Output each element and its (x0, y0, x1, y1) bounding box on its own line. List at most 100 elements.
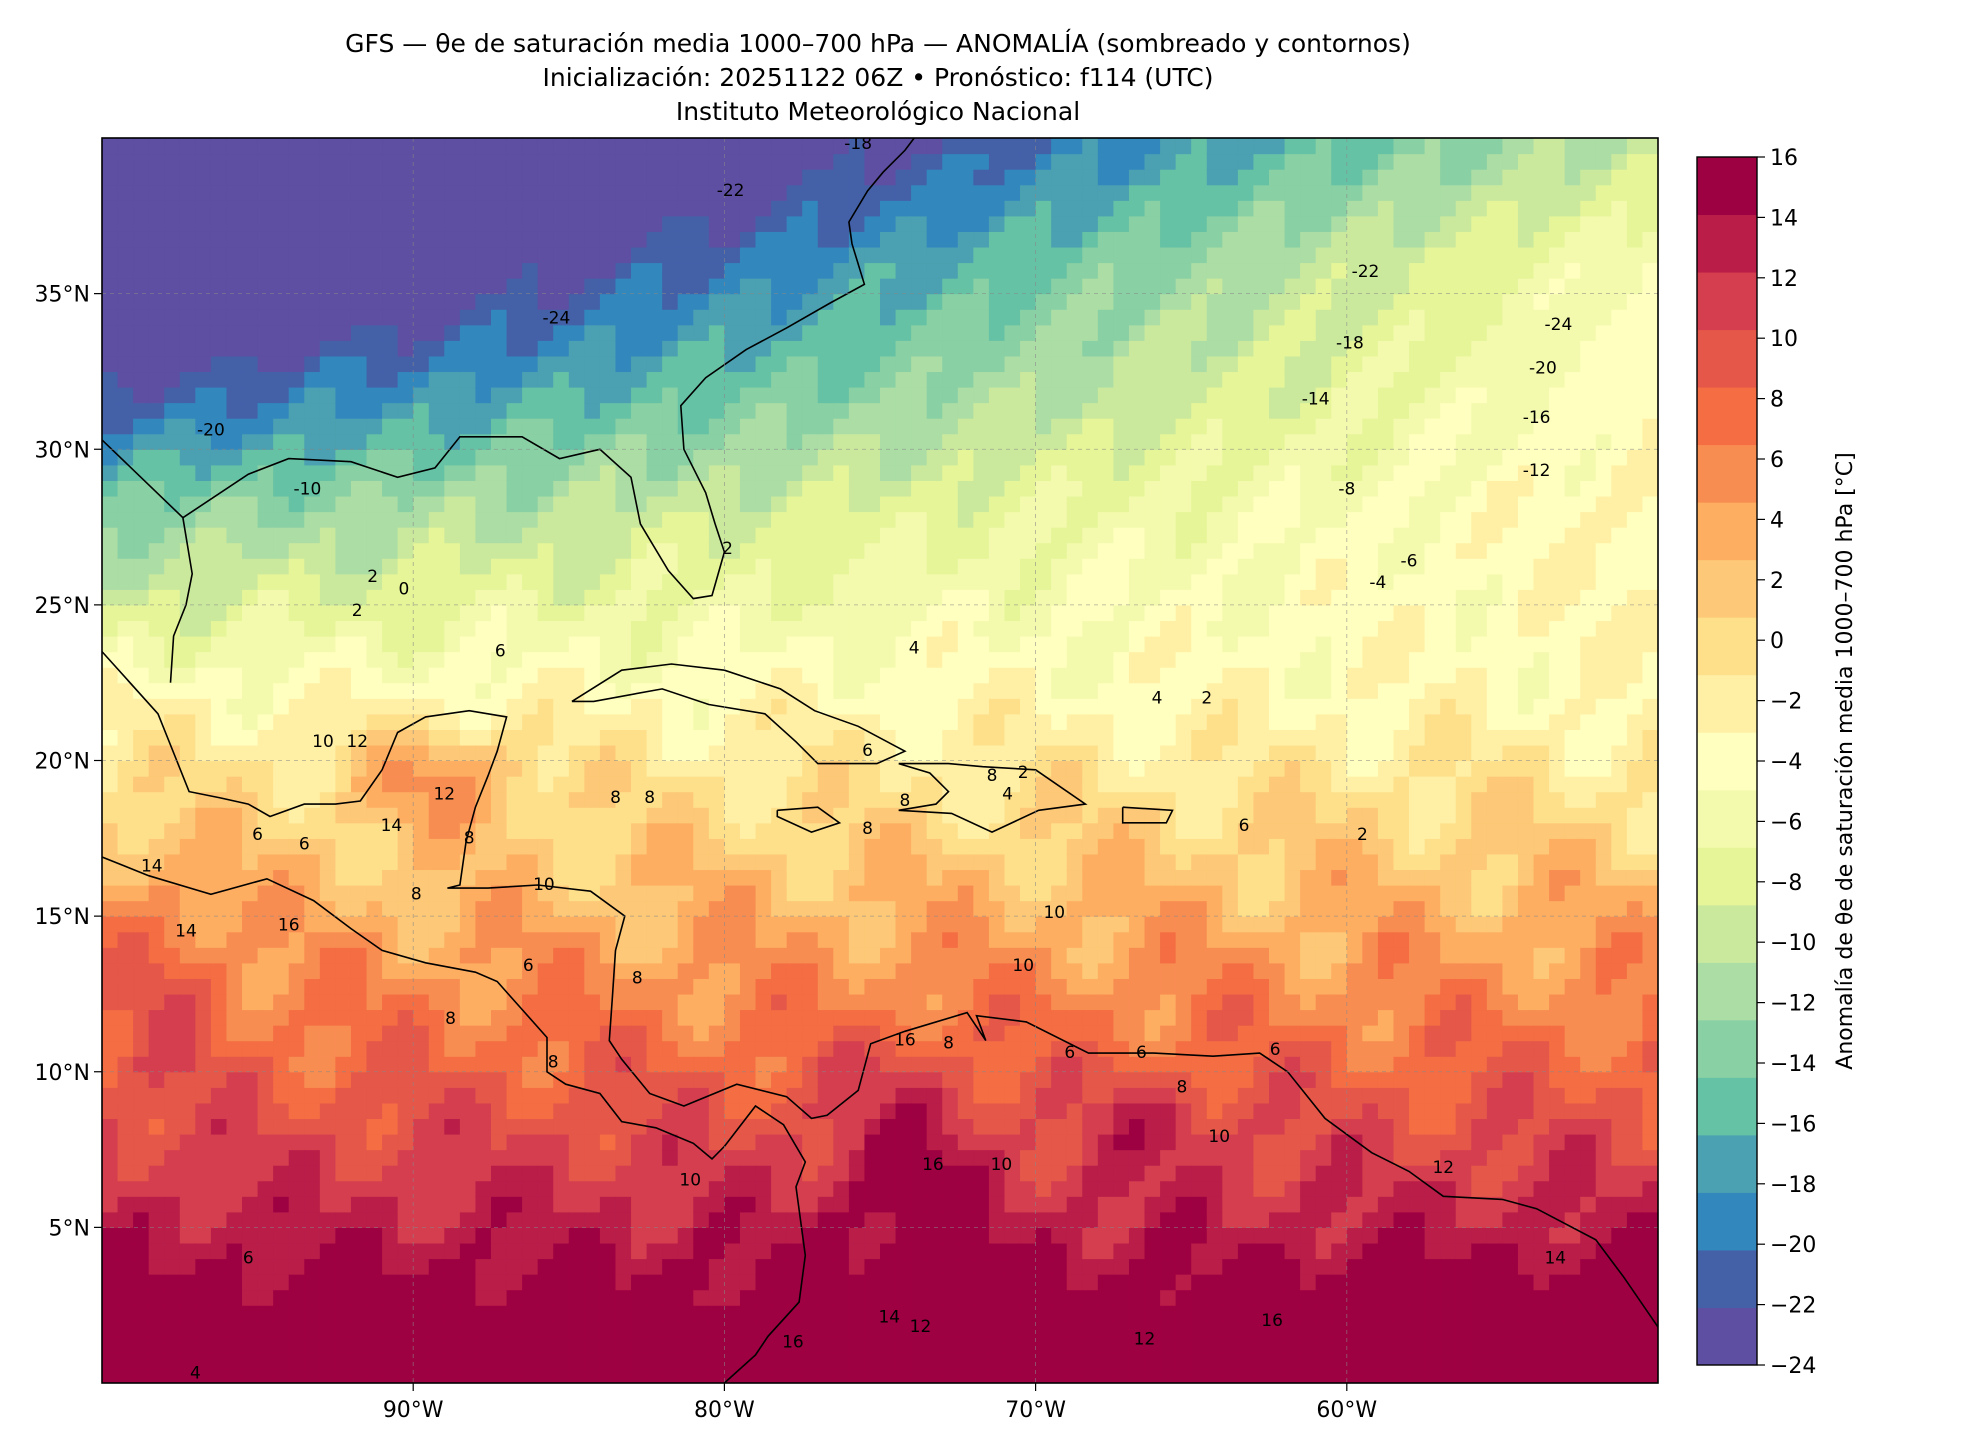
map-gridlines (102, 138, 1658, 1383)
anomaly-map (102, 138, 1658, 1383)
contour-label: 12 (433, 785, 455, 805)
contour-label: 14 (175, 922, 197, 942)
contour-label: -12 (1523, 461, 1551, 481)
contour-label: 6 (243, 1249, 254, 1269)
contour-labels: -18 -22 -24 -22 -24 -18 -20 -14 -16 -12 -8 -6 -4 -20 -… (141, 134, 1573, 1384)
map-axis-ticks: 90°W 80°W 70°W 60°W35°N30°N25°N20°N15°N10°N… (35, 283, 1378, 1423)
contour-label: 8 (943, 1034, 954, 1054)
colorbar-tick-label: −4 (1770, 750, 1802, 775)
contour-label: 10 (991, 1155, 1013, 1175)
contour-label: 8 (644, 788, 655, 808)
colorbar-tick-label: −16 (1770, 1112, 1816, 1137)
contour-label: 6 (862, 741, 873, 761)
colorbar-tick-label: −14 (1770, 1052, 1816, 1077)
colorbar-segment (1697, 962, 1757, 1021)
colorbar-label: Anomalía de θe de saturación media 1000–… (1833, 452, 1858, 1069)
contour-label: 2 (352, 601, 363, 621)
lat-tick-label: 20°N (35, 750, 90, 775)
contour-label: 10 (533, 875, 555, 895)
lon-tick-label: 70°W (1005, 1398, 1066, 1423)
colorbar-tick-label: −20 (1770, 1233, 1816, 1258)
contour-label: 8 (1176, 1077, 1187, 1097)
title-line-2: Inicialización: 20251122 06Z • Pronóstic… (542, 63, 1214, 92)
lat-tick-label: 25°N (35, 594, 90, 619)
contour-label: 4 (1152, 688, 1163, 708)
contour-label: 12 (910, 1317, 932, 1337)
contour-label: 6 (495, 642, 506, 662)
contour-label: 16 (1261, 1311, 1283, 1331)
contour-label: 2 (722, 539, 733, 559)
colorbar-tick-label: 4 (1770, 508, 1784, 533)
contour-label: 16 (922, 1155, 944, 1175)
contour-label: -22 (1352, 262, 1380, 282)
contour-label: 14 (1544, 1249, 1566, 1269)
contour-label: 16 (782, 1333, 804, 1353)
contour-label: 16 (278, 916, 300, 936)
colorbar-segment (1697, 329, 1757, 388)
contour-label: 4 (1002, 785, 1013, 805)
lat-tick-label: 30°N (35, 438, 90, 463)
colorbar-segment (1697, 1134, 1757, 1193)
colorbar-tick-label: −6 (1770, 810, 1802, 835)
contour-label: 8 (548, 1052, 559, 1072)
contour-label: 2 (1201, 688, 1212, 708)
contour-label: 8 (899, 791, 910, 811)
contour-label: -6 (1401, 551, 1418, 571)
colorbar-segment (1697, 1077, 1757, 1136)
contour-label: 4 (190, 1364, 201, 1384)
contour-label: -4 (1369, 573, 1386, 593)
contour-label: 6 (1064, 1043, 1075, 1063)
colorbar-tick-label: 6 (1770, 448, 1784, 473)
contour-label: 16 (894, 1031, 916, 1051)
colorbar-segment (1697, 732, 1757, 791)
contour-label: -18 (1336, 333, 1364, 353)
contour-label: -20 (1529, 358, 1557, 378)
contour-label: 0 (398, 579, 409, 599)
colorbar-segment (1697, 1019, 1757, 1078)
contour-label: 12 (1432, 1158, 1454, 1178)
contour-label: 2 (1018, 763, 1029, 783)
lat-tick-label: 15°N (35, 905, 90, 930)
contour-label: 8 (411, 884, 422, 904)
contour-label: 10 (1208, 1127, 1230, 1147)
coastlines (102, 138, 1658, 1383)
colorbar-segment (1697, 617, 1757, 676)
colorbar-segment (1697, 559, 1757, 618)
colorbar-tick-label: 8 (1770, 388, 1784, 413)
lon-tick-label: 80°W (694, 1398, 755, 1423)
contour-label: 8 (464, 828, 475, 848)
colorbar-segment (1697, 904, 1757, 963)
contour-label: 10 (1043, 903, 1065, 923)
colorbar-tick-label: −22 (1770, 1294, 1816, 1319)
colorbar-tick-label: −2 (1770, 690, 1802, 715)
contour-label: 8 (862, 819, 873, 839)
contour-label: 6 (1270, 1040, 1281, 1060)
contour-label: 8 (445, 1009, 456, 1029)
colorbar-segment (1697, 157, 1757, 216)
contour-label: 2 (1357, 825, 1368, 845)
contour-label: 6 (1239, 816, 1250, 836)
contour-label: 12 (1134, 1329, 1156, 1349)
colorbar-segment (1697, 214, 1757, 273)
contour-label: -16 (1523, 408, 1551, 428)
colorbar-segment (1697, 1249, 1757, 1308)
contour-label: 10 (312, 732, 334, 752)
contour-label: 10 (679, 1171, 701, 1191)
contour-label: 4 (909, 639, 920, 659)
colorbar-segment (1697, 1307, 1757, 1366)
colorbar-tick-label: 10 (1770, 327, 1798, 352)
contour-label: -24 (1545, 315, 1573, 335)
colorbar-segment (1697, 847, 1757, 906)
lon-tick-label: 90°W (383, 1398, 444, 1423)
contour-label: -18 (844, 134, 872, 154)
lat-tick-label: 10°N (35, 1061, 90, 1086)
contour-label: 14 (878, 1308, 900, 1328)
colorbar-tick-label: −12 (1770, 992, 1816, 1017)
contour-label: 8 (610, 788, 621, 808)
contour-label: 14 (381, 816, 403, 836)
colorbar-tick-label: −8 (1770, 871, 1802, 896)
colorbar-tick-label: −18 (1770, 1173, 1816, 1198)
title-line-1: GFS — θe de saturación media 1000–700 hP… (345, 29, 1411, 58)
colorbar-tick-label: −10 (1770, 931, 1816, 956)
